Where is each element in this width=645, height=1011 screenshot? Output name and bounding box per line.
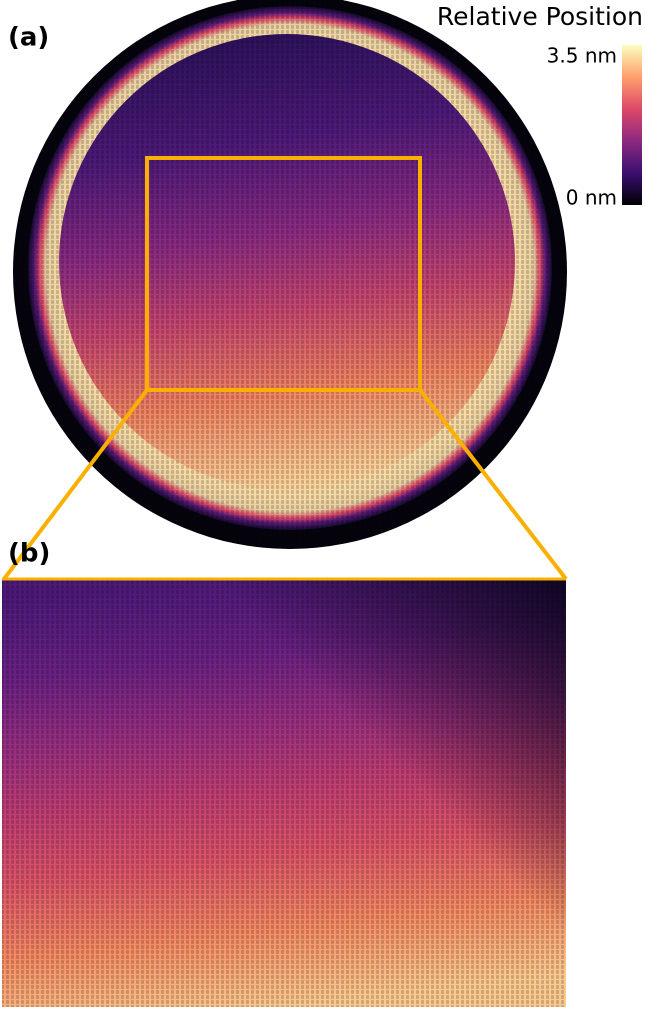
panel-label: (b) [8,539,50,569]
page: (a) Relative Position 3.5 nm 0 nm (b) ((… [0,0,645,1007]
colorbar [622,45,642,205]
panel-label: (a) [8,23,49,53]
figure: (a) Relative Position 3.5 nm 0 nm (b) [0,0,645,1007]
atom-texture [13,0,567,549]
atom-texture [2,580,566,1007]
colorbar-title: Relative Position [437,2,643,31]
colorbar-min: 0 nm [566,186,617,210]
colorbar-max: 3.5 nm [547,44,617,68]
